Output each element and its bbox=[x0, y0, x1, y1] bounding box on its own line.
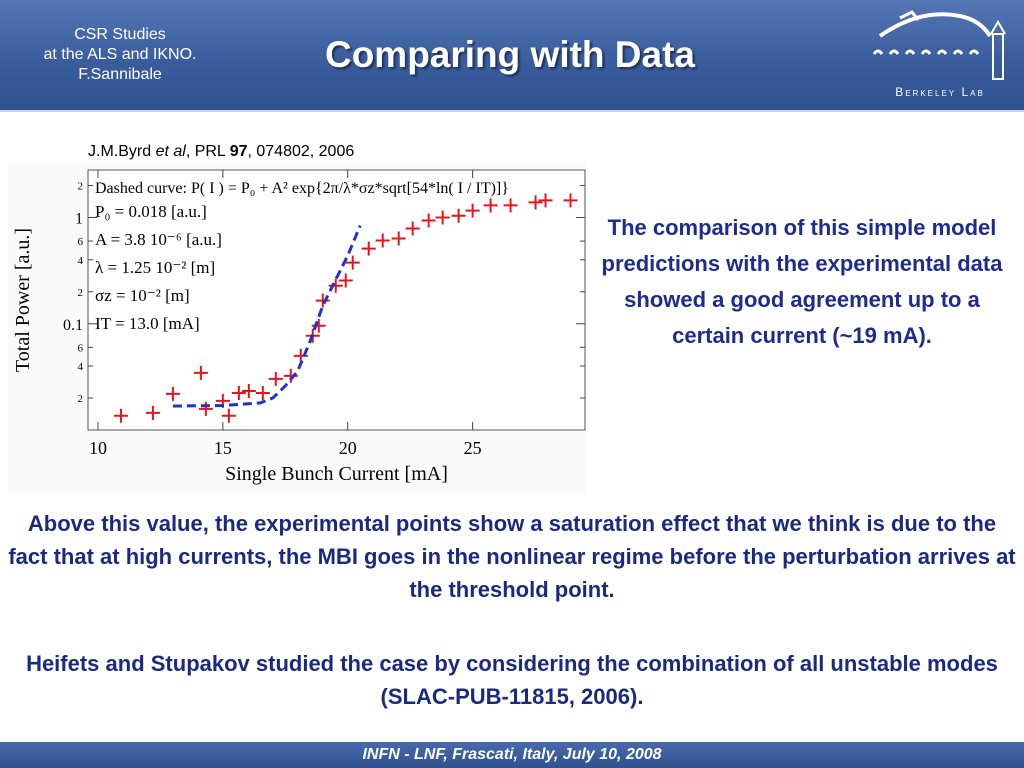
x-tick-label: 25 bbox=[464, 438, 482, 458]
citation: J.M.Byrd et al, PRL 97, 074802, 2006 bbox=[88, 143, 354, 161]
y-tick-label: 4 bbox=[78, 255, 84, 267]
annotation: IT = 13.0 [mA] bbox=[95, 314, 200, 333]
citation-part: 97 bbox=[229, 143, 248, 160]
fit-curve bbox=[172, 224, 362, 408]
data-point bbox=[241, 383, 256, 398]
data-point bbox=[405, 221, 420, 236]
data-point bbox=[451, 208, 466, 223]
y-tick-label: 2 bbox=[78, 287, 84, 299]
annotation: Dashed curve: P( I ) = P₀ + A² exp{2π/λ*… bbox=[95, 180, 509, 197]
data-point bbox=[268, 371, 283, 386]
data-point bbox=[421, 213, 436, 228]
body-paragraph: Above this value, the experimental point… bbox=[8, 511, 1016, 602]
course-line: CSR Studies bbox=[74, 26, 166, 43]
comment-text: The comparison of this simple model pred… bbox=[601, 215, 1003, 348]
annotation: P₀ = 0.018 [a.u.] bbox=[95, 202, 207, 221]
data-point bbox=[528, 195, 543, 210]
header-bar: CSR Studies at the ALS and IKNO. F.Sanni… bbox=[0, 0, 1024, 112]
data-point bbox=[483, 198, 498, 213]
citation-part: , PRL bbox=[185, 143, 230, 160]
data-point bbox=[538, 193, 553, 208]
data-point bbox=[221, 408, 236, 423]
y-tick-label: 2 bbox=[78, 393, 84, 405]
data-point bbox=[465, 203, 480, 218]
x-axis-label: Single Bunch Current [mA] bbox=[225, 463, 448, 485]
data-point bbox=[338, 273, 353, 288]
data-point bbox=[231, 385, 246, 400]
y-axis-label: Total Power [a.u.] bbox=[12, 228, 34, 372]
x-tick-label: 15 bbox=[214, 438, 232, 458]
annotation: A = 3.8 10⁻⁶ [a.u.] bbox=[95, 230, 222, 249]
data-point bbox=[145, 405, 160, 420]
data-point bbox=[165, 386, 180, 401]
annotation: σz = 10⁻² [m] bbox=[95, 286, 190, 305]
logo-graphic bbox=[872, 10, 1006, 80]
x-tick-label: 20 bbox=[339, 438, 357, 458]
citation-part: J.M.Byrd bbox=[88, 143, 156, 160]
y-tick-label: 1 bbox=[75, 211, 83, 228]
plot-frame bbox=[87, 169, 586, 431]
slide-title: Comparing with Data bbox=[324, 34, 696, 75]
data-point bbox=[361, 241, 376, 256]
data-point bbox=[391, 231, 406, 246]
logo-text: Berkeley Lab bbox=[895, 85, 985, 99]
data-point bbox=[255, 385, 270, 400]
data-point bbox=[435, 210, 450, 225]
data-point bbox=[563, 193, 578, 208]
citation-part: , 074802, 2006 bbox=[247, 143, 355, 160]
chart: 2 4 6 0.1 2 4 6 1 2 10 15 20 25 Single Bunch Current … bbox=[8, 163, 586, 493]
data-point bbox=[113, 408, 128, 423]
y-tick-label: 6 bbox=[78, 342, 84, 354]
footer: INFN - LNF, Frascati, Italy, July 10, 20… bbox=[0, 742, 1024, 768]
body-paragraph: Heifets and Stupakov studied the case by… bbox=[26, 651, 998, 709]
data-point bbox=[315, 293, 330, 308]
data-point bbox=[375, 233, 390, 248]
x-tick-label: 10 bbox=[89, 438, 107, 458]
data-point bbox=[193, 365, 208, 380]
data-point bbox=[503, 198, 518, 213]
annotation: λ = 1.25 10⁻² [m] bbox=[95, 258, 215, 277]
course-line: at the ALS and IKNO. bbox=[43, 46, 197, 63]
y-tick-label: 2 bbox=[78, 181, 84, 193]
y-tick-label: 6 bbox=[78, 236, 84, 248]
course-line: F.Sannibale bbox=[78, 66, 162, 83]
y-tick-label: 0.1 bbox=[63, 317, 83, 334]
data-point bbox=[345, 255, 360, 270]
course-info: CSR Studies at the ALS and IKNO. F.Sanni… bbox=[20, 25, 220, 85]
y-tick-label: 4 bbox=[78, 361, 84, 373]
citation-part: et al bbox=[155, 143, 186, 160]
